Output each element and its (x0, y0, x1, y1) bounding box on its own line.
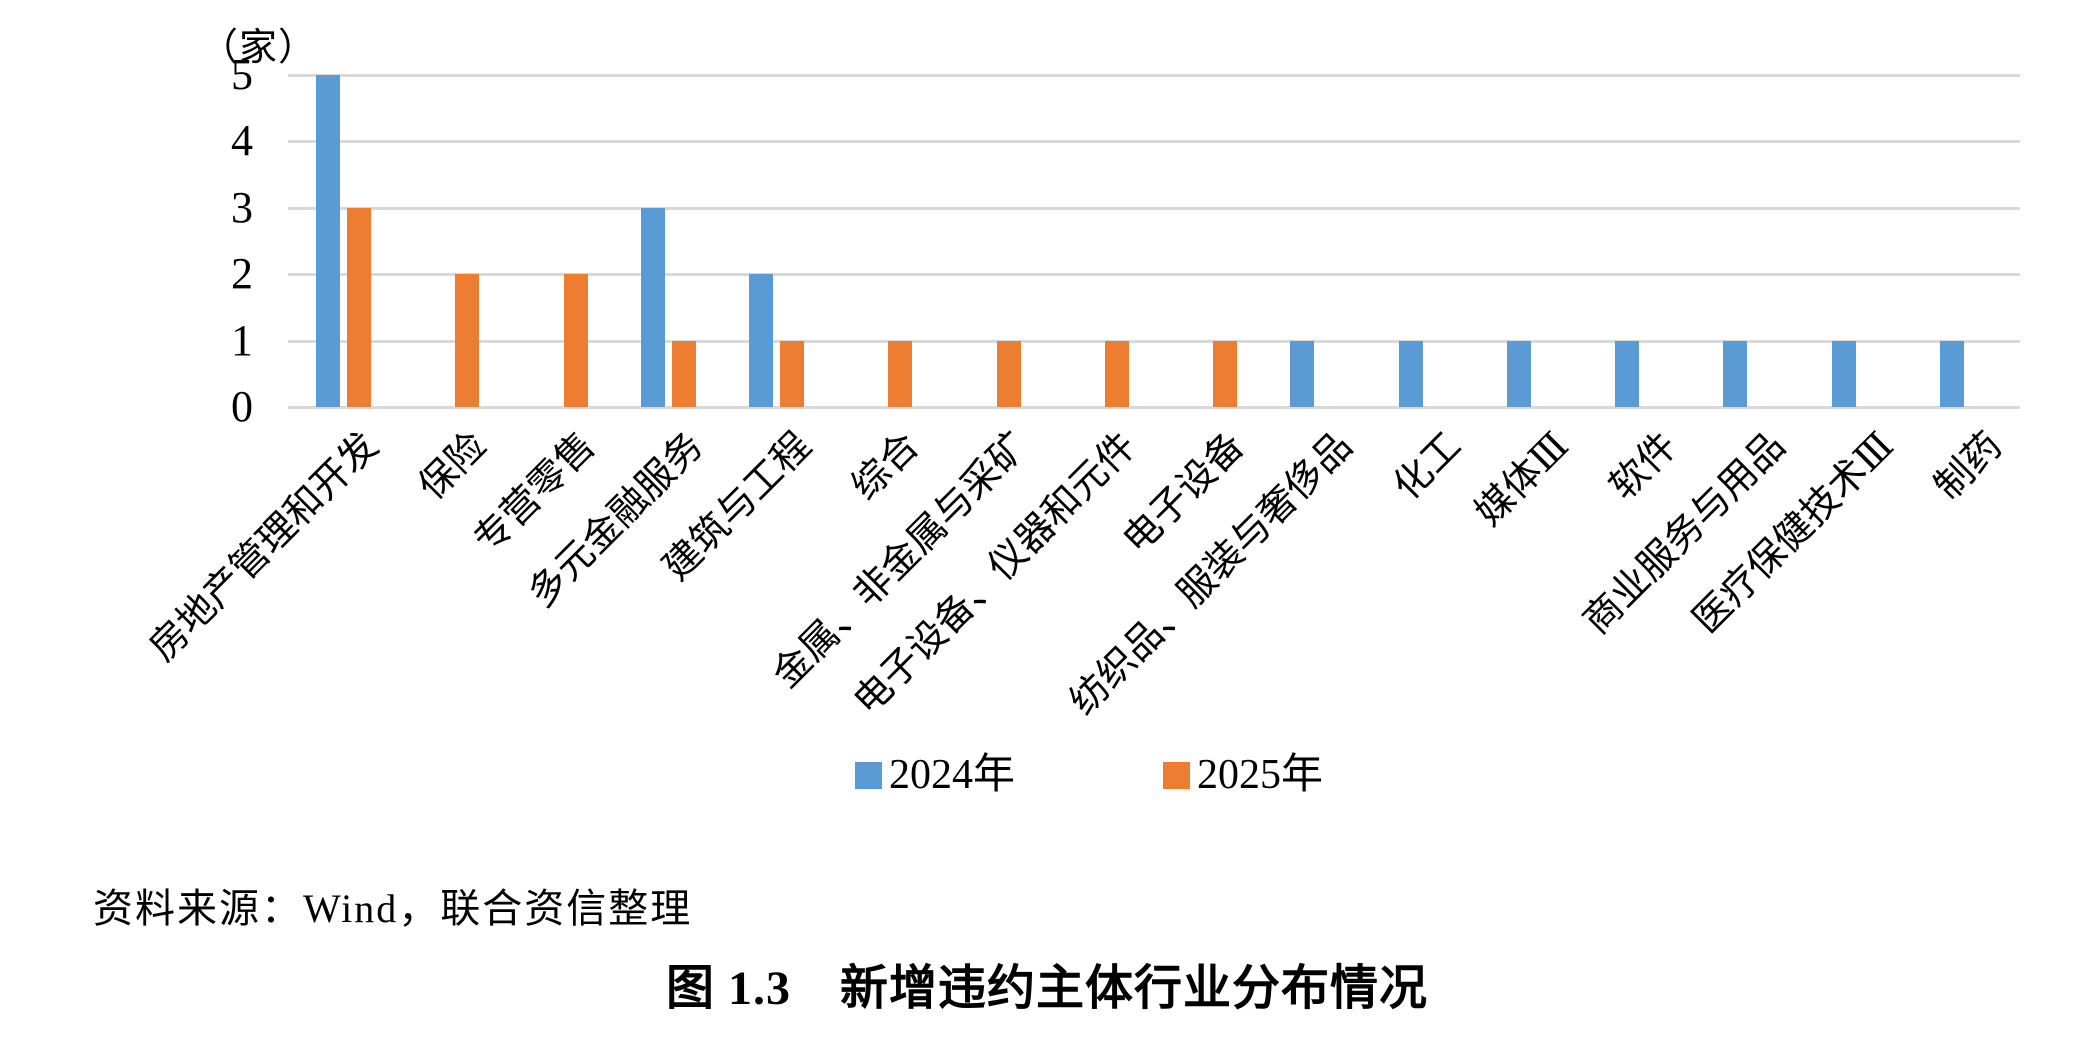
x-category-label-房地产管理和开发: 房地产管理和开发 (141, 424, 387, 670)
x-category-label-综合: 综合 (844, 424, 928, 509)
figure-caption: 图 1.3 新增违约主体行业分布情况 (665, 962, 1428, 1015)
bar-2025年-电子设备、仪器和元件 (1105, 340, 1129, 407)
bar-2024年-制药 (1940, 340, 1964, 407)
y-tick-label-2: 2 (231, 249, 253, 298)
bar-2024年-化工 (1399, 340, 1423, 407)
legend-item-2025年: 2025年 (1163, 752, 1323, 798)
y-axis-unit-label: （家） (200, 27, 318, 69)
bar-2024年-多元金融服务 (641, 207, 665, 407)
gridline-y0 (288, 406, 2020, 409)
gridline-y1 (288, 339, 2020, 343)
x-category-label-医疗保健技术Ⅲ: 医疗保健技术Ⅲ (1685, 424, 1903, 642)
bar-2025年-建筑与工程 (780, 340, 804, 407)
x-category-label-保险: 保险 (411, 424, 495, 509)
bar-2024年-纺织品、服装与奢侈品 (1290, 340, 1314, 407)
bar-2024年-房地产管理和开发 (316, 74, 340, 407)
bar-2025年-综合 (888, 340, 912, 407)
bar-2024年-医疗保健技术Ⅲ (1832, 340, 1856, 407)
source-note: 资料来源：Wind，联合资信整理 (93, 886, 693, 931)
bar-2025年-房地产管理和开发 (347, 207, 371, 407)
legend-swatch-icon (855, 761, 882, 789)
gridline-y5 (288, 73, 2020, 77)
y-tick-label-1: 1 (231, 315, 253, 365)
bar-2024年-软件 (1615, 340, 1639, 407)
x-category-label-制药: 制药 (1926, 424, 2011, 509)
bar-2024年-建筑与工程 (749, 274, 773, 407)
y-tick-label-0: 0 (231, 382, 253, 431)
bar-2025年-专营零售 (564, 274, 588, 407)
gridline-y2 (288, 273, 2020, 276)
bar-2025年-电子设备 (1213, 340, 1237, 407)
bar-2025年-金属、非金属与采矿 (997, 340, 1021, 407)
legend-label: 2025年 (1197, 752, 1324, 798)
gridline-y4 (288, 140, 2020, 143)
bar-chart-plot: 0 1 2 3 4 5 房地产管理和开发 保险 专营零售 多元金融服务 建筑与工程 综合 金属、非金属与… (141, 49, 2020, 723)
x-category-label-媒体Ⅲ: 媒体Ⅲ (1467, 424, 1578, 535)
legend-swatch-icon (1163, 761, 1190, 789)
legend-item-2024年: 2024年 (855, 752, 1015, 798)
x-category-label-软件: 软件 (1602, 424, 1686, 509)
gridline-y3 (288, 206, 2020, 210)
bar-2024年-媒体Ⅲ (1507, 340, 1531, 407)
bar-2025年-保险 (455, 274, 479, 407)
y-tick-label-5: 5 (231, 49, 253, 99)
bar-2025年-多元金融服务 (672, 340, 696, 407)
y-tick-label-4: 4 (231, 116, 253, 165)
bar-2024年-商业服务与用品 (1723, 340, 1747, 407)
x-category-label-化工: 化工 (1385, 424, 1470, 509)
y-tick-label-3: 3 (231, 182, 253, 232)
legend-label: 2024年 (889, 752, 1016, 798)
